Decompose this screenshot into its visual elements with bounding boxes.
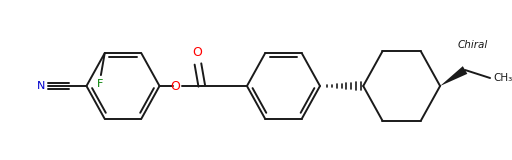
Text: N: N <box>37 81 45 91</box>
Polygon shape <box>440 66 467 86</box>
Text: Chiral: Chiral <box>458 40 488 50</box>
Text: F: F <box>97 79 103 89</box>
Text: O: O <box>192 46 202 59</box>
Text: O: O <box>170 80 180 92</box>
Text: CH₃: CH₃ <box>493 73 512 83</box>
